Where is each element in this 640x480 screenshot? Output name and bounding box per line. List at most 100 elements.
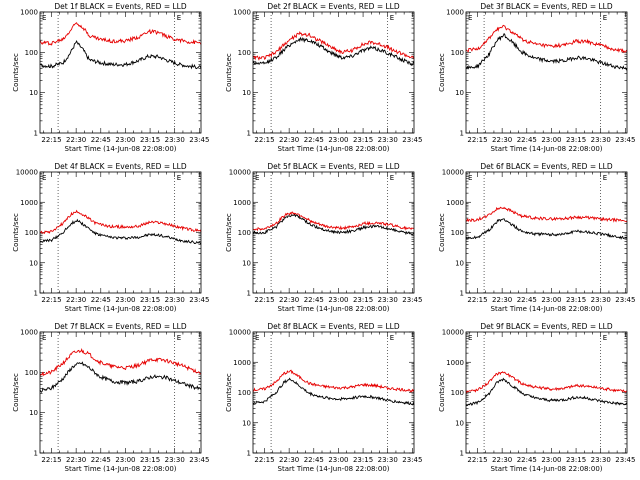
x-tick-label: 23:30 <box>165 136 185 144</box>
x-tick-label: 23:00 <box>115 136 135 144</box>
x-tick-label: 23:45 <box>615 456 635 464</box>
y-tick-label: 100 <box>238 49 251 57</box>
marker-left: E <box>255 334 259 342</box>
x-tick-label: 23:15 <box>140 296 160 304</box>
marker-right: E <box>603 174 607 182</box>
marker-left: E <box>42 334 46 342</box>
panel-title: Det 6f BLACK = Events, RED = LLD <box>480 162 613 171</box>
series-line-events <box>39 361 202 393</box>
plot-frame <box>252 171 415 294</box>
x-tick-label: 22:45 <box>517 296 537 304</box>
y-axis-label: Counts/sec <box>225 53 233 92</box>
series-line-events <box>465 32 628 71</box>
x-tick-label: 23:00 <box>541 456 561 464</box>
x-tick-label: 23:45 <box>615 136 635 144</box>
y-tick-label: 1 <box>460 450 464 458</box>
y-tick-label: 1000 <box>233 9 251 17</box>
x-tick-label: 23:30 <box>591 136 611 144</box>
x-tick-label: 22:30 <box>492 456 512 464</box>
y-tick-label: 100 <box>25 49 38 57</box>
y-tick-label: 1000 <box>446 9 464 17</box>
x-tick-label: 22:15 <box>41 456 61 464</box>
y-tick-label: 1 <box>34 450 38 458</box>
y-tick-label: 10000 <box>442 169 464 177</box>
x-tick-label: 22:30 <box>66 136 86 144</box>
y-tick-label: 1000 <box>233 199 251 207</box>
series-line-events <box>465 218 628 240</box>
series-line-lld <box>252 30 415 61</box>
panel-title: Det 1f BLACK = Events, RED = LLD <box>54 2 187 11</box>
y-axis-label: Counts/sec <box>12 213 20 252</box>
y-tick-label: 1000 <box>20 199 38 207</box>
x-tick-label: 23:30 <box>591 296 611 304</box>
x-tick-label: 23:45 <box>189 136 209 144</box>
y-axis-label: Counts/sec <box>438 53 446 92</box>
series-line-events <box>252 36 415 67</box>
y-tick-label: 1 <box>460 290 464 298</box>
x-tick-label: 23:45 <box>402 456 422 464</box>
x-tick-label: 22:45 <box>304 296 324 304</box>
marker-right: E <box>390 174 394 182</box>
x-tick-label: 23:45 <box>615 296 635 304</box>
panel-det-9: Det 9f BLACK = Events, RED = LLD 1 10 100 10… <box>438 322 635 473</box>
series-line-lld <box>252 369 415 393</box>
x-tick-label: 23:30 <box>165 456 185 464</box>
x-tick-label: 23:30 <box>378 136 398 144</box>
series-line-lld <box>465 24 628 54</box>
x-tick-label: 23:30 <box>378 296 398 304</box>
x-tick-label: 22:15 <box>467 456 487 464</box>
x-tick-label: 22:15 <box>254 456 274 464</box>
panel-title: Det 3f BLACK = Events, RED = LLD <box>480 2 613 11</box>
x-tick-label: 22:45 <box>91 296 111 304</box>
y-tick-label: 10 <box>29 259 38 267</box>
marker-right: E <box>390 334 394 342</box>
marker-left: E <box>468 334 472 342</box>
marker-right: E <box>177 174 181 182</box>
y-tick-label: 10 <box>29 409 38 417</box>
plot-frame <box>39 171 202 294</box>
y-tick-label: 1000 <box>20 329 38 337</box>
plot-frame <box>465 331 628 454</box>
y-tick-label: 10 <box>455 419 464 427</box>
y-tick-label: 1 <box>34 290 38 298</box>
series-line-lld <box>39 347 202 377</box>
panel-det-7: Det 7f BLACK = Events, RED = LLD 1 10 100 10… <box>12 322 209 473</box>
series-line-lld <box>252 211 415 232</box>
x-tick-label: 23:00 <box>115 456 135 464</box>
panel-title: Det 7f BLACK = Events, RED = LLD <box>54 322 187 331</box>
plot-frame <box>252 331 415 454</box>
marker-left: E <box>42 14 46 22</box>
x-axis-label: Start Time (14-Jun-08 22:08:00) <box>65 305 177 313</box>
series-line-events <box>465 377 628 407</box>
y-tick-label: 10 <box>29 89 38 97</box>
series-line-lld <box>39 22 202 46</box>
x-tick-label: 23:30 <box>165 296 185 304</box>
y-axis-label: Counts/sec <box>12 53 20 92</box>
x-tick-label: 22:15 <box>41 136 61 144</box>
x-tick-label: 23:00 <box>328 296 348 304</box>
y-axis-label: Counts/sec <box>438 373 446 412</box>
x-tick-label: 23:00 <box>115 296 135 304</box>
x-tick-label: 23:30 <box>591 456 611 464</box>
x-tick-label: 22:15 <box>41 296 61 304</box>
y-tick-label: 1000 <box>20 9 38 17</box>
y-axis-label: Counts/sec <box>225 213 233 252</box>
y-tick-label: 10 <box>242 259 251 267</box>
panel-title: Det 8f BLACK = Events, RED = LLD <box>267 322 400 331</box>
x-tick-label: 23:45 <box>402 296 422 304</box>
x-tick-label: 22:30 <box>492 296 512 304</box>
x-tick-label: 23:00 <box>328 136 348 144</box>
marker-right: E <box>603 14 607 22</box>
plot-frame <box>465 11 628 134</box>
x-tick-label: 22:15 <box>254 296 274 304</box>
panel-det-2: Det 2f BLACK = Events, RED = LLD 1 10 100 10… <box>225 2 422 153</box>
series-line-events <box>252 213 415 236</box>
marker-left: E <box>468 174 472 182</box>
x-axis-label: Start Time (14-Jun-08 22:08:00) <box>278 305 390 313</box>
y-tick-label: 100 <box>25 229 38 237</box>
x-tick-label: 22:15 <box>467 296 487 304</box>
y-tick-label: 1 <box>460 130 464 138</box>
series-line-events <box>39 40 202 70</box>
marker-right: E <box>177 14 181 22</box>
x-tick-label: 23:15 <box>353 456 373 464</box>
